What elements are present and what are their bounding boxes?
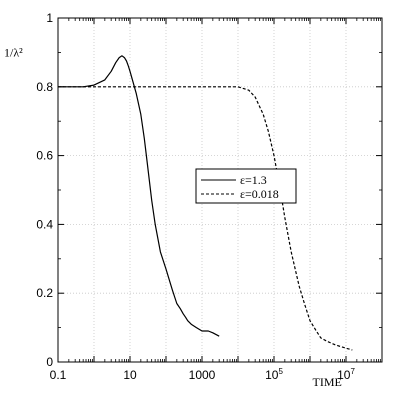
- legend: ε=1.3 ε=0.018: [195, 168, 297, 204]
- y-tick-label: 0.2: [36, 286, 53, 300]
- tick-labels: 00.20.40.60.810.1 10 1000 105 107: [36, 11, 355, 382]
- tick-marks: [57, 17, 383, 363]
- y-tick-label: 1: [46, 11, 53, 25]
- series-line-1: [58, 55, 220, 337]
- series-lines: [58, 55, 353, 351]
- x-tick-label: 105: [265, 367, 283, 382]
- legend-box: [195, 168, 297, 204]
- legend-label-series-2: ε=0.018: [240, 187, 279, 201]
- y-tick-label: 0.8: [36, 80, 53, 94]
- y-tick-label: 0.6: [36, 149, 53, 163]
- x-tick-label: 10: [123, 368, 137, 382]
- x-tick-label: 0.1: [50, 368, 67, 382]
- y-axis-label: 1/λ²: [4, 45, 23, 59]
- legend-label-series-1: ε=1.3: [240, 173, 267, 187]
- x-tick-label: 1000: [189, 368, 216, 382]
- series-line-2: [58, 86, 353, 351]
- x-axis-label: TIME: [313, 375, 342, 389]
- y-tick-label: 0: [46, 355, 53, 369]
- y-tick-label: 0.4: [36, 217, 53, 231]
